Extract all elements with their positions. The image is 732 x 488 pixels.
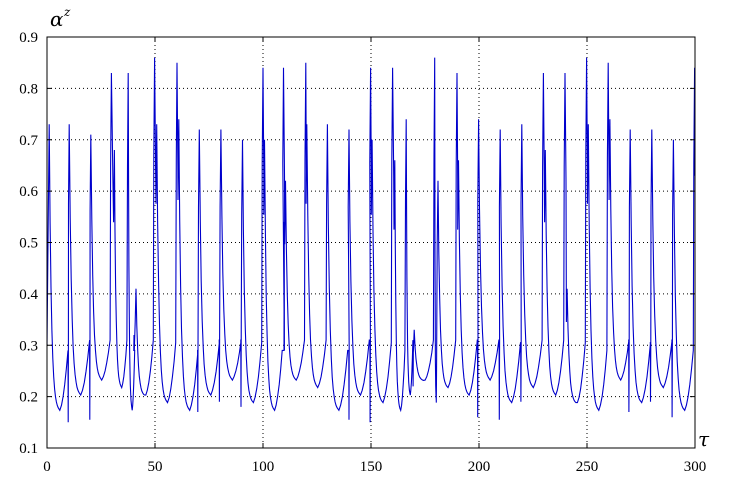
x-tick-label: 0 xyxy=(43,459,51,475)
x-axis-label: τ xyxy=(698,427,710,451)
x-tick-label: 300 xyxy=(684,459,707,475)
y-tick-label: 0.4 xyxy=(19,287,38,303)
tick-marks xyxy=(46,36,696,449)
x-tick-label: 100 xyxy=(252,459,275,475)
y-tick-label: 0.3 xyxy=(19,338,38,354)
x-tick-label: 200 xyxy=(468,459,491,475)
y-tick-label: 0.6 xyxy=(19,184,38,200)
y-axis-label-superscript: z xyxy=(63,5,71,19)
y-tick-label: 0.9 xyxy=(19,30,38,46)
y-tick-label: 0.2 xyxy=(19,390,38,406)
series-line xyxy=(47,57,695,423)
x-tick-labels: 0 50 100 150 200 250 300 xyxy=(43,459,706,475)
x-tick-label: 50 xyxy=(148,459,163,475)
x-tick-label: 250 xyxy=(576,459,599,475)
y-tick-label: 0.7 xyxy=(19,133,38,149)
y-axis-label: α xyxy=(50,7,64,31)
x-tick-label: 150 xyxy=(360,459,383,475)
y-tick-labels: 0.1 0.2 0.3 0.4 0.5 0.6 0.7 0.8 0.9 xyxy=(19,30,38,457)
y-tick-label: 0.5 xyxy=(19,236,38,252)
y-tick-label: 0.8 xyxy=(19,81,38,97)
y-tick-label: 0.1 xyxy=(19,441,38,457)
